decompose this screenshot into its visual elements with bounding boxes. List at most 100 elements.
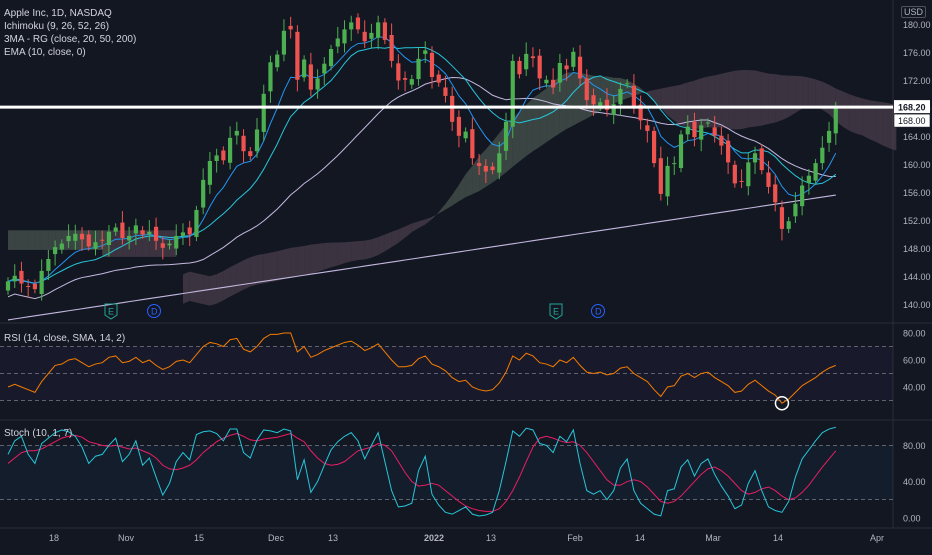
ichimoku-cloud-segment <box>842 91 850 131</box>
candle-body <box>288 25 293 30</box>
ichimoku-cloud-segment <box>667 85 675 121</box>
ichimoku-cloud-segment <box>876 101 883 146</box>
marker-letter: E <box>108 307 114 317</box>
ma50-line <box>7 77 836 300</box>
candle-body <box>295 31 300 80</box>
candle-body <box>328 49 334 67</box>
candle-body <box>100 239 105 241</box>
ichimoku-cloud-segment <box>257 253 264 285</box>
ichimoku-cloud-segment <box>391 229 399 248</box>
ichimoku-cloud-segment <box>28 230 35 250</box>
candle-body <box>746 162 751 187</box>
candle-body <box>651 130 657 164</box>
candle-body <box>268 62 273 92</box>
ichimoku-cloud-segment <box>781 75 789 121</box>
candle-body <box>537 55 542 79</box>
ichimoku-cloud-segment <box>458 174 466 202</box>
price-tick-label: 152.00 <box>903 216 931 226</box>
ichimoku-cloud-segment <box>855 96 863 136</box>
candle-body <box>826 130 832 143</box>
stoch-label[interactable]: Stoch (10, 1, 7) <box>4 428 73 439</box>
ichimoku-cloud-segment <box>250 255 258 287</box>
price-tick-label: 180.00 <box>903 20 931 30</box>
candle-body <box>376 22 381 38</box>
candle-body <box>450 95 455 122</box>
candle-body <box>214 155 219 161</box>
candle-body <box>470 129 475 159</box>
time-tick-label: 14 <box>773 533 783 543</box>
candle-body <box>39 270 44 294</box>
candle-body <box>524 53 529 70</box>
candle-body <box>645 125 650 131</box>
candle-body <box>248 151 253 157</box>
ichimoku-cloud-segment <box>337 242 345 266</box>
candle-body <box>779 207 785 229</box>
ichimoku-cloud-segment <box>425 216 432 225</box>
candle-body <box>584 78 589 101</box>
candle-body <box>611 104 616 115</box>
ichimoku-cloud-segment <box>647 89 655 101</box>
indicator-3ma[interactable]: 3MA - RG (close, 20, 50, 200) <box>4 34 137 45</box>
rsi-tick-label: 60.00 <box>903 356 926 366</box>
symbol-title[interactable]: Apple Inc, 1D, NASDAQ <box>4 8 112 19</box>
candle-body <box>207 161 212 185</box>
marker-letter: D <box>595 307 602 317</box>
candle-body <box>322 63 327 74</box>
earnings-marker <box>104 303 118 320</box>
ichimoku-cloud-segment <box>283 247 291 280</box>
time-tick-label: 18 <box>49 533 59 543</box>
currency-badge[interactable]: USD <box>900 6 926 18</box>
ichimoku-cloud-segment <box>546 82 554 143</box>
stoch-tick-label: 40.00 <box>903 477 926 487</box>
candle-body <box>806 175 811 184</box>
candle-body <box>389 35 394 61</box>
ichimoku-cloud-segment <box>748 69 756 128</box>
candle-body <box>672 163 677 165</box>
candle-body <box>174 235 179 249</box>
price-tick-label: 172.00 <box>903 76 931 86</box>
candle-body <box>712 127 717 136</box>
candle-body <box>187 227 192 235</box>
ichimoku-cloud-segment <box>526 98 533 157</box>
candle-body <box>497 153 502 173</box>
candle-body <box>423 50 428 54</box>
price-tick-label: 144.00 <box>903 272 931 282</box>
candle-body <box>127 235 132 241</box>
candle-body <box>227 137 233 163</box>
ichimoku-cloud-segment <box>431 212 439 220</box>
ichimoku-cloud-segment <box>223 267 231 301</box>
ema-line <box>7 36 837 285</box>
rsi-label[interactable]: RSI (14, close, SMA, 14, 2) <box>4 333 126 344</box>
ichimoku-cloud-segment <box>290 246 298 278</box>
candle-body <box>93 242 98 249</box>
ichimoku-cloud-segment <box>21 230 29 250</box>
stoch-tick-label: 0.00 <box>903 513 921 523</box>
ichimoku-cloud-segment <box>34 230 42 250</box>
ichimoku-cloud-segment <box>310 243 318 275</box>
time-tick-label: Nov <box>118 533 135 543</box>
rsi-tick-label: 40.00 <box>903 383 926 393</box>
candle-body <box>402 78 408 80</box>
price-tick-label: 156.00 <box>903 188 931 198</box>
ichimoku-cloud-segment <box>707 75 715 128</box>
candle-body <box>308 64 313 90</box>
ichimoku-cloud-segment <box>405 223 412 238</box>
candle-body <box>443 87 448 96</box>
indicator-ema[interactable]: EMA (10, close, 0) <box>4 47 86 58</box>
indicator-ichimoku[interactable]: Ichimoku (9, 26, 52, 26) <box>4 21 110 32</box>
ichimoku-cloud-segment <box>411 221 419 233</box>
ichimoku-cloud-segment <box>532 93 540 152</box>
candle-body <box>53 247 58 255</box>
ichimoku-cloud-segment <box>519 104 527 162</box>
ichimoku-cloud-segment <box>734 70 742 130</box>
ichimoku-cloud-segment <box>263 252 271 284</box>
ichimoku-cloud-segment <box>297 246 305 277</box>
rsi-highlight-circle <box>774 395 790 411</box>
candle-body <box>261 93 266 132</box>
ichimoku-cloud-segment <box>539 88 547 147</box>
ichimoku-cloud-segment <box>808 77 816 107</box>
candle-body <box>160 243 165 248</box>
ichimoku-cloud-segment <box>485 141 493 187</box>
